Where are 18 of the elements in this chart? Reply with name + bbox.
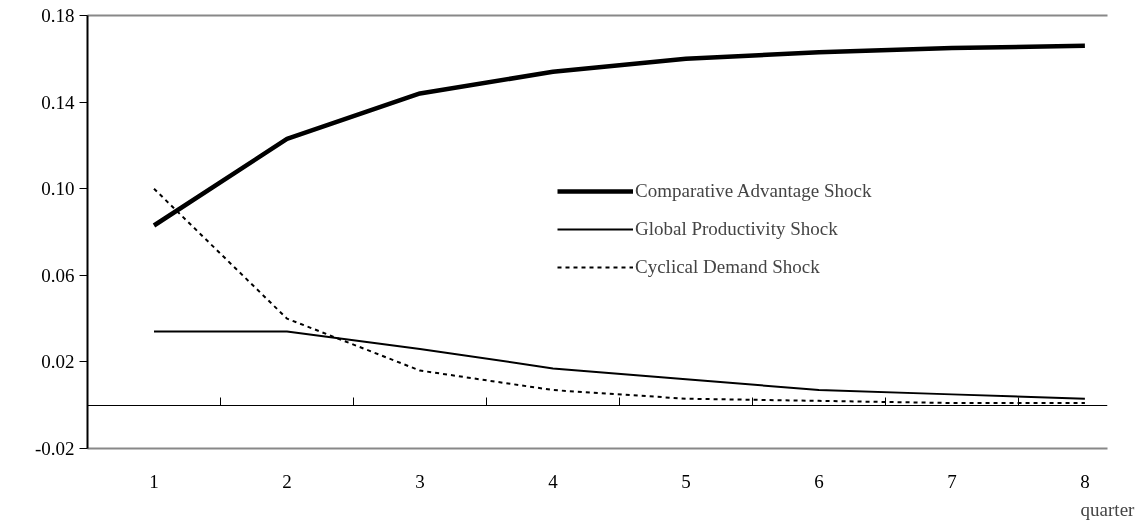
x-tick-label: 1 xyxy=(149,470,159,492)
y-tick-label: 0.02 xyxy=(41,351,75,373)
x-tick-label: 7 xyxy=(947,470,957,492)
x-tick-label: 6 xyxy=(814,470,824,492)
x-tick-label: 3 xyxy=(415,470,425,492)
legend-label: Global Productivity Shock xyxy=(635,218,838,240)
x-tick-label: 2 xyxy=(282,470,292,492)
x-tick-label: 8 xyxy=(1080,470,1090,492)
y-tick-label: 0.06 xyxy=(41,264,75,286)
y-tick-label: 0.14 xyxy=(41,91,75,113)
x-tick-label: 4 xyxy=(548,470,559,492)
legend-label: Cyclical Demand Shock xyxy=(635,256,820,278)
x-tick-label: 5 xyxy=(681,470,691,492)
x-axis-title: quarter xyxy=(1080,498,1136,520)
y-tick-label: 0.18 xyxy=(41,5,75,26)
y-tick-label: -0.02 xyxy=(34,438,75,459)
legend-label: Comparative Advantage Shock xyxy=(635,180,872,202)
y-tick-label: 0.10 xyxy=(41,178,75,200)
